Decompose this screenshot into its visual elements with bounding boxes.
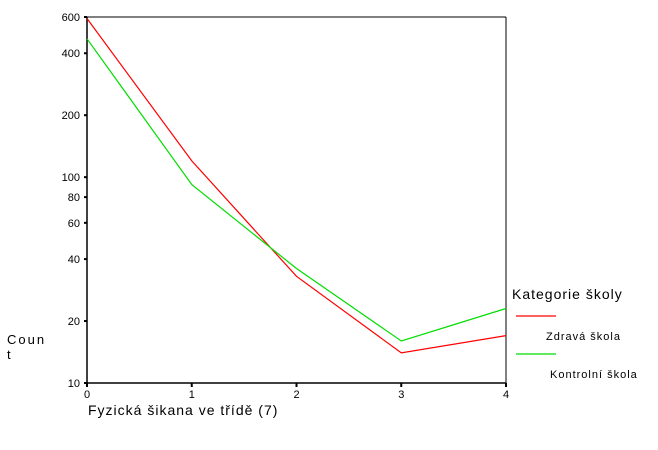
- legend-label-zdrava: Zdravá škola: [546, 331, 621, 343]
- series-line-zdrava: [86, 18, 507, 354]
- legend-title: Kategorie školy: [512, 286, 623, 302]
- y-tick-label: 80: [68, 192, 80, 204]
- legend-label-kontrolni: Kontrolní škola: [550, 369, 638, 381]
- y-tick-label: 400: [62, 48, 80, 60]
- x-tick-label: 1: [189, 389, 195, 401]
- y-tick-label: 40: [68, 254, 80, 266]
- x-axis-label: Fyzická šikana ve třídě (7): [88, 402, 279, 418]
- x-tick-label: 2: [293, 389, 299, 401]
- y-tick-label: 20: [68, 316, 80, 328]
- y-axis-label: Count: [7, 332, 47, 362]
- y-tick-label: 600: [62, 12, 80, 24]
- series-line-kontrolni: [86, 38, 507, 342]
- y-tick-label: 200: [62, 110, 80, 122]
- y-tick-label: 10: [68, 378, 80, 390]
- x-tick-label: 4: [503, 389, 509, 401]
- x-tick-label: 0: [84, 389, 90, 401]
- y-tick-label: 100: [62, 172, 80, 184]
- x-tick-label: 3: [398, 389, 404, 401]
- y-tick-label: 60: [68, 218, 80, 230]
